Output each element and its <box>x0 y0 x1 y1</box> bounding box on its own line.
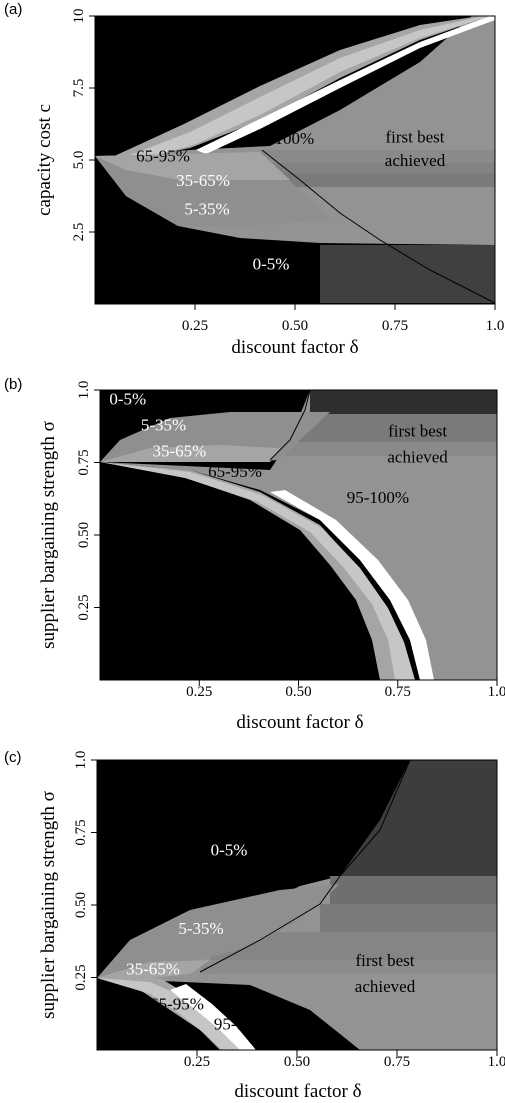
panel-b-region-35-65 <box>100 445 280 462</box>
panel-b-boundary-line <box>269 389 311 461</box>
y-tick-label: 7.5 <box>71 79 87 98</box>
panel-c-band <box>200 960 497 974</box>
x-tick-label: 1.0 <box>486 318 505 334</box>
panel-a-band-dark <box>320 245 495 303</box>
region-label: 35-65% <box>176 171 230 190</box>
panel-a-wedge-65-95 <box>120 16 490 160</box>
x-tick-label: 1.0 <box>488 684 505 700</box>
region-label: 95-100% <box>252 129 314 148</box>
x-tick-label: 0.25 <box>182 318 208 334</box>
y-tick-label: 0.75 <box>73 819 89 845</box>
region-label: 0-5% <box>253 254 290 273</box>
x-tick-label: 1.0 <box>488 1054 505 1070</box>
region-label: 95-100% <box>214 1015 276 1034</box>
panel-a-region-35-65 <box>95 152 290 180</box>
y-tick-label: 1.0 <box>73 751 89 770</box>
panel-a-y-ticks: 2.5 5.0 7.5 10 <box>71 9 95 242</box>
panel-b-tag: (b) <box>4 376 22 393</box>
panel-c-band <box>320 904 497 932</box>
region-label: first best <box>388 421 447 440</box>
region-label: 35-65% <box>126 960 180 979</box>
panel-a-region-labels: 0-5% 5-35% 35-65% 65-95% 95-100% first best ac… <box>136 128 446 274</box>
region-label: 0-5% <box>109 390 146 409</box>
panel-b-curve-65-95 <box>100 462 415 680</box>
y-tick-label: 0.50 <box>76 522 92 548</box>
region-label: 5-35% <box>141 416 186 435</box>
region-label: achieved <box>387 448 448 467</box>
panel-c-plot-area <box>96 759 498 1051</box>
panel-b-plot-area <box>99 389 498 681</box>
region-label: 65-95% <box>208 462 262 481</box>
x-tick-label: 0.75 <box>382 318 408 334</box>
panel-b-x-ticks: 0.25 0.50 0.75 1.0 <box>186 680 505 700</box>
panel-a-wedge-95-100 <box>196 16 495 154</box>
panel-b-y-axis-title: supplier bargaining strength σ <box>38 421 59 649</box>
panel-a-x-axis-title: discount factor δ <box>231 337 358 358</box>
panel-a-band <box>260 163 495 173</box>
y-tick-label: 2.5 <box>71 223 87 242</box>
panel-a-band <box>260 173 495 187</box>
panel-c-wedge-65-95 <box>97 978 240 1050</box>
region-label: 35-65% <box>152 442 206 461</box>
panel-b-band <box>290 414 497 442</box>
panel-c-region-5-35 <box>97 884 340 978</box>
x-tick-label: 0.25 <box>186 684 212 700</box>
x-tick-label: 0.75 <box>385 684 411 700</box>
panel-c-band-dark <box>340 760 497 876</box>
y-tick-label: 5.0 <box>71 151 87 170</box>
panel-c-y-axis-title: supplier bargaining strength σ <box>38 791 59 1019</box>
panel-c-band <box>330 876 497 904</box>
y-tick-label: 10 <box>71 9 87 24</box>
region-label: 0-5% <box>211 841 248 860</box>
panel-c-region-35-65 <box>97 960 210 978</box>
panel-a-x-ticks: 0.25 0.50 0.75 1.0 <box>182 304 505 334</box>
x-tick-label: 0.75 <box>384 1054 410 1070</box>
region-label: achieved <box>355 977 416 996</box>
panel-c-region-labels: 0-5% 5-35% 35-65% 65-95% 95-100% first best ac… <box>126 841 416 1034</box>
x-tick-label: 0.25 <box>184 1054 210 1070</box>
region-label: 5-35% <box>178 919 223 938</box>
x-tick-label: 0.50 <box>285 684 311 700</box>
region-label: first best <box>355 951 414 970</box>
panel-b-x-axis-title: discount factor δ <box>236 712 363 733</box>
panel-a-band <box>260 150 495 163</box>
panel-a-tag: (a) <box>4 1 22 18</box>
panel-b-curve-95-100 <box>270 490 434 680</box>
panel-b-y-ticks: 0.25 0.50 0.75 1.0 <box>76 381 100 621</box>
region-label: 65-95% <box>136 146 190 165</box>
region-label: 65-95% <box>150 994 204 1013</box>
panel-b: (b) 0-5% 5-35% 35-65%65-95% 95-100% first be… <box>4 376 505 733</box>
panel-c-x-ticks: 0.25 0.50 0.75 1.0 <box>184 1050 505 1070</box>
panel-c-boundary-line <box>199 759 411 973</box>
panel-c-x-axis-title: discount factor δ <box>234 1081 361 1102</box>
region-label: 95-100% <box>347 488 409 507</box>
panel-a-y-axis-title: capacity cost c <box>34 104 55 216</box>
y-tick-label: 0.25 <box>76 594 92 620</box>
panel-c: (c) 0-5% 5-35% 35-65% 65-95% 95-100% first be… <box>4 749 505 1102</box>
y-tick-label: 0.75 <box>76 449 92 475</box>
panel-c-wedge-95-100 <box>170 984 256 1050</box>
region-label: first best <box>385 128 444 147</box>
panel-a-boundary-line <box>261 149 496 304</box>
panel-b-band-dark <box>310 390 497 414</box>
panel-a-plot-area <box>94 15 496 305</box>
region-label: 5-35% <box>184 200 229 219</box>
panel-c-y-ticks: 0.25 0.50 0.75 1.0 <box>73 751 97 991</box>
y-tick-label: 0.50 <box>73 892 89 918</box>
x-tick-label: 0.50 <box>284 1054 310 1070</box>
region-label: achieved <box>385 151 446 170</box>
panel-b-band <box>270 442 497 456</box>
panel-a: (a) 0-5% 5-35% 35-65% 65-95% 95-100% first be… <box>4 1 504 358</box>
panel-b-region-labels: 0-5% 5-35% 35-65%65-95% 95-100% first best ac… <box>109 390 448 508</box>
panel-c-tag: (c) <box>4 749 22 766</box>
y-tick-label: 1.0 <box>76 381 92 400</box>
x-tick-label: 0.50 <box>282 318 308 334</box>
y-tick-label: 0.25 <box>73 964 89 990</box>
